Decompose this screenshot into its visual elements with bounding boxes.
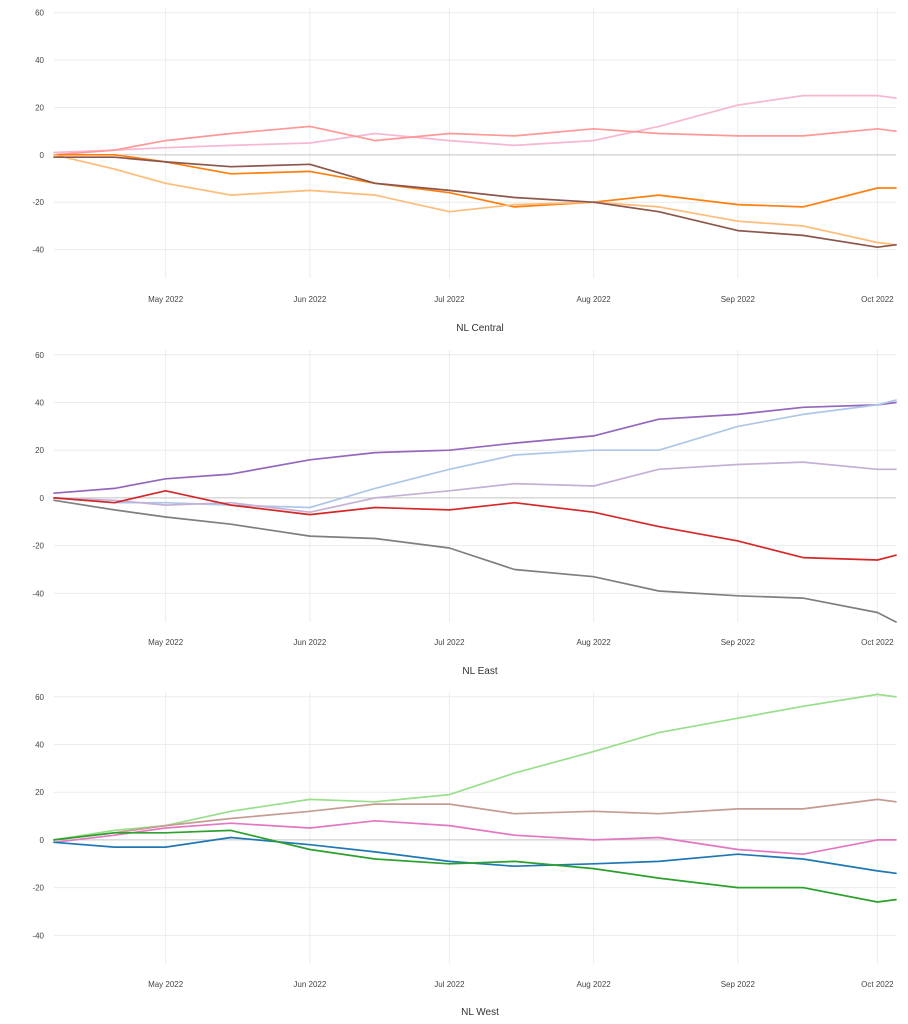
x-tick-label: Jul 2022: [434, 980, 465, 989]
series-line: [53, 94, 897, 154]
y-tick-label: 20: [35, 446, 44, 455]
x-tick-label: Jul 2022: [434, 638, 465, 647]
x-tick-label: Oct 2022: [861, 295, 894, 304]
x-tick-label: Aug 2022: [576, 295, 611, 304]
series-line: [53, 153, 897, 208]
x-tick-label: May 2022: [148, 295, 184, 304]
y-tick-label: -20: [32, 198, 44, 207]
series-line: [53, 125, 897, 156]
y-tick-label: -40: [32, 931, 44, 940]
y-tick-label: 60: [35, 351, 44, 360]
series-line: [53, 399, 897, 509]
y-tick-label: 40: [35, 56, 44, 65]
series-line: [53, 156, 897, 249]
x-tick-label: Jun 2022: [293, 980, 326, 989]
y-tick-label: 20: [35, 788, 44, 797]
y-tick-label: 0: [40, 836, 45, 845]
y-tick-label: -20: [32, 542, 44, 551]
chart-panel: 60 40 20 0 -20 -40 May 2022 Jun 2022 Jul 2022 Aug…: [32, 692, 897, 1018]
x-tick-label: Oct 2022: [861, 638, 894, 647]
series-line: [53, 401, 897, 495]
x-tick-label: May 2022: [148, 638, 184, 647]
chart-title: NL East: [462, 666, 497, 677]
series-line: [53, 489, 897, 561]
chart-panel: 60 40 20 0 -20 -40 May 2022 Jun 2022 Jul 2022 Aug…: [32, 350, 897, 677]
chart-panel: 60 40 20 0 -20 -40 May 2022 Jun 2022 Jul 2022 Aug…: [32, 8, 897, 334]
chart-title: NL West: [461, 1007, 499, 1018]
series-line: [53, 798, 897, 841]
x-tick-label: Jun 2022: [293, 295, 326, 304]
x-tick-label: Jun 2022: [293, 638, 326, 647]
series-line: [53, 693, 897, 841]
y-tick-label: -40: [32, 589, 44, 598]
series-line: [53, 836, 897, 875]
series-line: [53, 499, 897, 623]
chart-title: NL Central: [456, 323, 503, 334]
y-tick-label: 0: [40, 494, 45, 503]
y-tick-label: 40: [35, 740, 44, 749]
x-tick-label: Jul 2022: [434, 295, 465, 304]
x-tick-label: Aug 2022: [576, 980, 611, 989]
y-tick-label: 0: [40, 151, 45, 160]
x-tick-label: May 2022: [148, 980, 184, 989]
y-tick-label: 60: [35, 9, 44, 18]
x-tick-label: Sep 2022: [721, 980, 756, 989]
x-tick-label: Oct 2022: [861, 980, 894, 989]
x-tick-label: Sep 2022: [721, 295, 756, 304]
y-tick-label: 20: [35, 103, 44, 112]
y-tick-label: 40: [35, 398, 44, 407]
y-tick-label: -40: [32, 246, 44, 255]
series-line: [53, 829, 897, 903]
series-line: [53, 819, 897, 856]
x-tick-label: Aug 2022: [576, 638, 611, 647]
y-tick-label: 60: [35, 693, 44, 702]
x-tick-label: Sep 2022: [721, 638, 756, 647]
series-line: [53, 153, 897, 246]
series-line: [53, 461, 897, 514]
y-tick-label: -20: [32, 884, 44, 893]
